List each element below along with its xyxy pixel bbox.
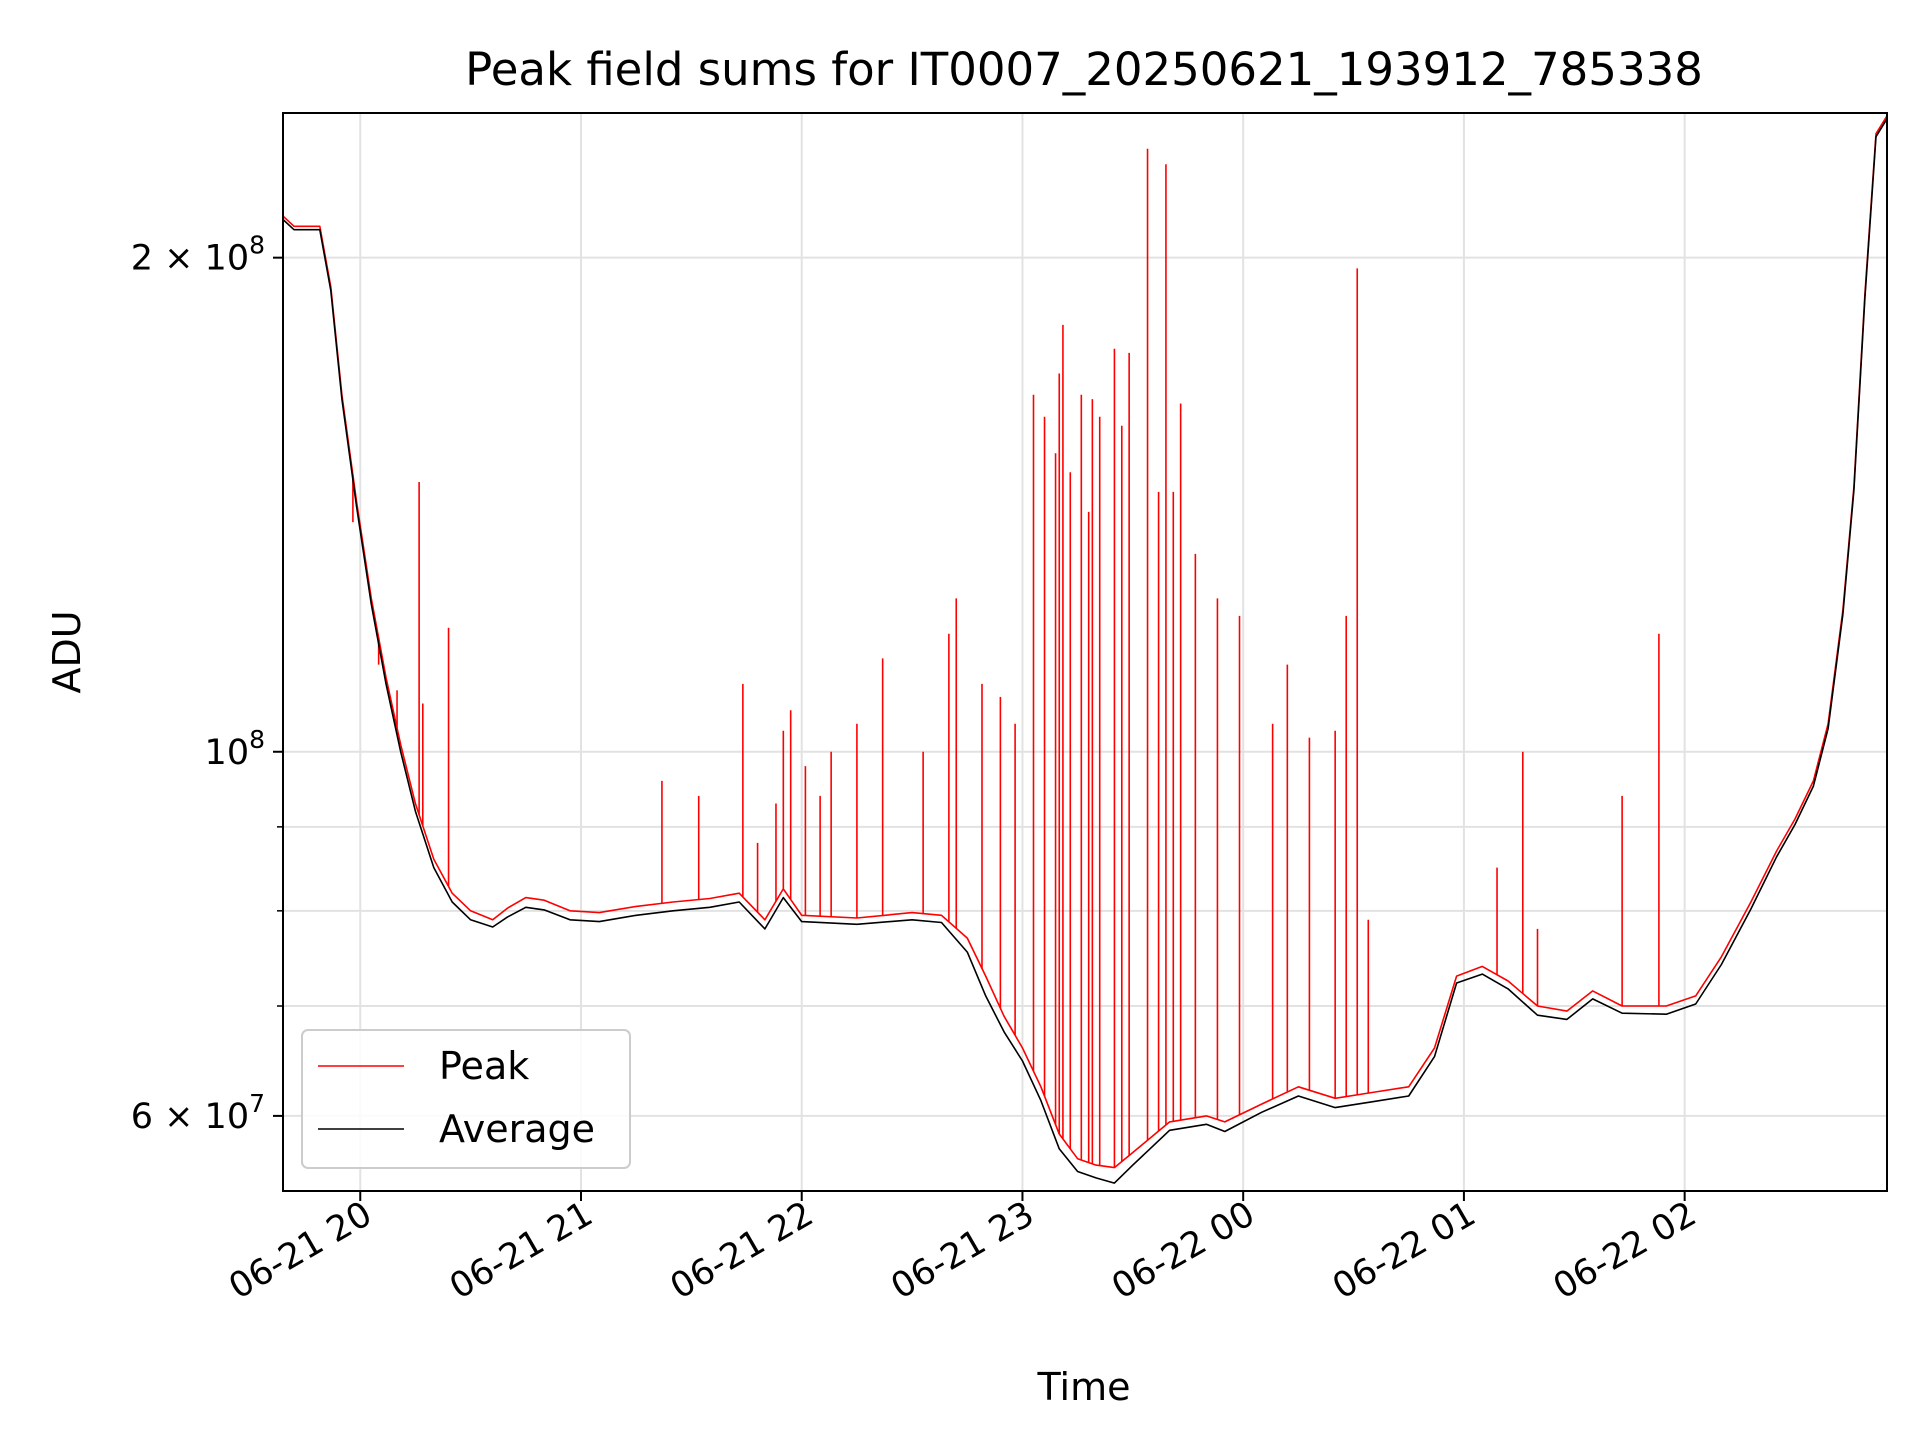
series-line-average bbox=[282, 118, 1888, 1184]
x-tick-label: 06-21 22 bbox=[664, 1194, 820, 1307]
legend-label-average: Average bbox=[439, 1107, 595, 1151]
series-line-peak bbox=[282, 115, 1888, 1169]
x-tick-label: 06-22 00 bbox=[1105, 1194, 1261, 1307]
legend-box bbox=[301, 1029, 631, 1169]
x-axis: 06-21 20 06-21 21 06-21 22 06-21 23 06-22 00… bbox=[222, 1191, 1703, 1307]
y-tick-label: 2 × 108 bbox=[131, 231, 265, 279]
y-tick-label: 6 × 107 bbox=[131, 1089, 265, 1137]
legend-label-peak: Peak bbox=[439, 1044, 529, 1088]
peak-spikes bbox=[352, 148, 1660, 1168]
legend: Peak Average bbox=[301, 1029, 631, 1169]
y-tick-label: 108 bbox=[205, 725, 265, 773]
x-tick-label: 06-21 23 bbox=[885, 1194, 1041, 1307]
y-axis: 6 × 107 108 2 × 108 bbox=[131, 231, 283, 1137]
x-tick-label: 06-21 20 bbox=[222, 1194, 378, 1307]
y-axis-label: ADU bbox=[45, 610, 89, 693]
x-tick-label: 06-22 01 bbox=[1326, 1194, 1482, 1307]
series-lines bbox=[282, 115, 1888, 1184]
x-axis-label: Time bbox=[1037, 1365, 1131, 1409]
x-tick-label: 06-22 02 bbox=[1547, 1194, 1703, 1307]
chart-title: Peak field sums for IT0007_20250621_1939… bbox=[465, 43, 1703, 96]
x-tick-label: 06-21 21 bbox=[443, 1194, 599, 1307]
plot-area-frame bbox=[282, 112, 1888, 1192]
